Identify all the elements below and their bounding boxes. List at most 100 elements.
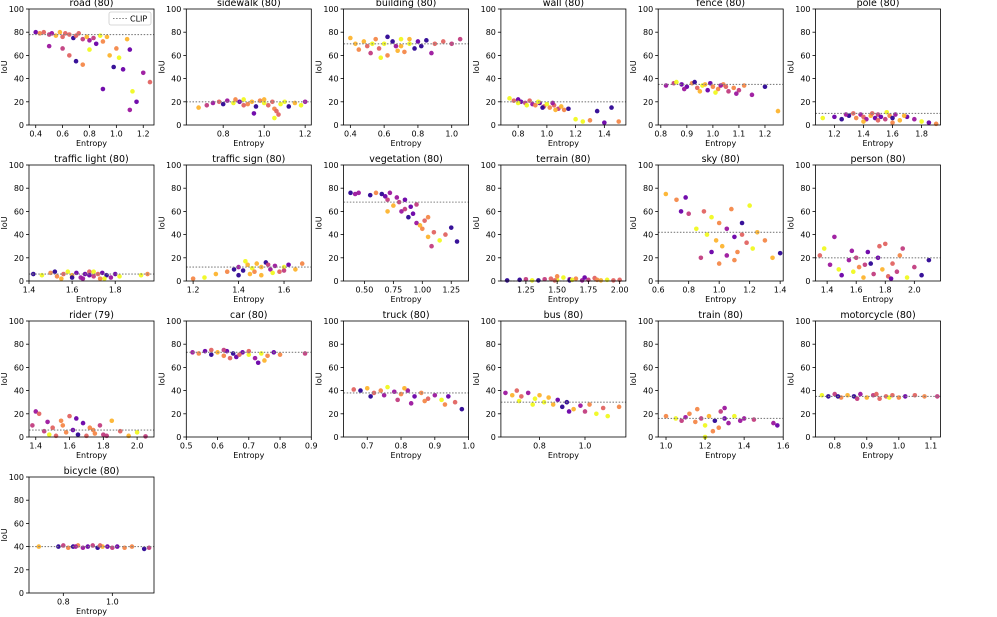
y-tick-label: 100 — [323, 161, 338, 170]
data-point — [865, 249, 871, 255]
x-axis-label: Entropy — [548, 139, 579, 148]
data-point — [417, 223, 423, 228]
y-tick-label: 0 — [491, 277, 496, 286]
data-point — [856, 264, 862, 270]
y-tick-label: 60 — [171, 363, 181, 372]
data-point — [718, 409, 723, 414]
subplot-title: car (80) — [230, 310, 267, 321]
y-tick-label: 80 — [14, 184, 24, 193]
data-point — [261, 97, 267, 102]
x-tick-label: 0.75 — [384, 286, 402, 295]
data-point — [92, 431, 98, 436]
data-point — [537, 392, 542, 398]
data-point — [533, 102, 538, 108]
x-tick-label: 1.4 — [857, 130, 870, 139]
data-point — [243, 258, 248, 264]
data-point — [379, 191, 385, 197]
data-point — [926, 257, 932, 263]
data-point — [514, 388, 520, 393]
data-point — [890, 120, 895, 125]
data-point — [571, 406, 576, 412]
data-point — [395, 48, 400, 54]
data-point — [875, 118, 881, 123]
data-point — [364, 43, 370, 49]
data-point — [836, 267, 842, 272]
data-point — [431, 229, 437, 235]
y-tick-label: 20 — [643, 254, 653, 263]
data-point — [104, 34, 110, 40]
y-axis-label: IoU — [157, 372, 166, 385]
data-point — [394, 195, 400, 200]
data-point — [352, 191, 358, 197]
y-tick-label: 0 — [176, 277, 181, 286]
data-point — [231, 100, 236, 106]
data-point — [249, 265, 255, 271]
y-tick-label: 80 — [486, 340, 496, 349]
data-point — [282, 99, 287, 105]
data-point — [912, 264, 917, 270]
y-axis-label: IoU — [787, 372, 796, 385]
data-point — [252, 269, 257, 275]
data-point — [443, 232, 448, 237]
y-tick-label: 100 — [166, 317, 181, 326]
y-tick-label: 20 — [171, 410, 181, 419]
data-point — [265, 353, 270, 359]
x-tick-label: 1.2 — [187, 286, 200, 295]
y-tick-label: 80 — [800, 28, 810, 37]
data-point — [272, 115, 277, 121]
x-tick-label: 0.4 — [344, 130, 357, 139]
data-point — [410, 211, 416, 217]
x-tick-label: 1.2 — [137, 130, 150, 139]
data-point — [674, 197, 679, 203]
data-point — [429, 243, 434, 249]
data-point — [221, 353, 227, 359]
data-point — [553, 107, 558, 113]
data-point — [744, 240, 749, 246]
data-point — [419, 43, 424, 49]
data-point — [361, 39, 367, 44]
data-point — [544, 101, 550, 107]
data-point — [559, 404, 565, 410]
x-axis-label: Entropy — [233, 451, 264, 460]
y-tick-label: 20 — [328, 410, 338, 419]
y-tick-label: 20 — [800, 410, 810, 419]
y-tick-label: 100 — [638, 5, 653, 14]
data-point — [202, 275, 207, 280]
y-tick-label: 80 — [643, 340, 653, 349]
x-axis-label: Entropy — [862, 295, 893, 304]
legend-label: CLIP — [130, 15, 147, 24]
x-tick-label: 0.8 — [828, 442, 841, 451]
data-point — [709, 249, 714, 255]
x-tick-label: 1.6 — [63, 442, 76, 451]
y-tick-label: 100 — [9, 473, 24, 482]
data-point — [705, 87, 710, 93]
data-point — [602, 120, 607, 125]
axes-frame — [343, 164, 470, 282]
x-tick-label: 1.4 — [598, 130, 611, 139]
data-point — [713, 90, 718, 95]
axes-frame — [815, 320, 941, 438]
data-point — [449, 41, 455, 47]
axes-frame — [28, 8, 155, 126]
data-point — [663, 191, 669, 197]
data-point — [709, 214, 714, 220]
legend-box — [108, 11, 152, 26]
data-point — [277, 269, 282, 275]
y-tick-label: 60 — [643, 207, 653, 216]
x-axis-label: Entropy — [705, 139, 736, 148]
y-tick-label: 60 — [643, 363, 653, 372]
data-point — [245, 101, 251, 107]
x-tick-label: 0.5 — [180, 442, 193, 451]
data-point — [221, 347, 227, 353]
y-axis-label: IoU — [629, 216, 638, 229]
data-point — [67, 413, 72, 419]
x-tick-label: 1.0 — [445, 130, 458, 139]
data-point — [196, 105, 201, 110]
data-point — [736, 87, 742, 93]
data-point — [278, 101, 283, 107]
y-tick-label: 20 — [14, 98, 24, 107]
data-point — [679, 418, 684, 424]
data-point — [376, 46, 382, 51]
data-point — [117, 274, 122, 279]
data-point — [80, 276, 86, 281]
